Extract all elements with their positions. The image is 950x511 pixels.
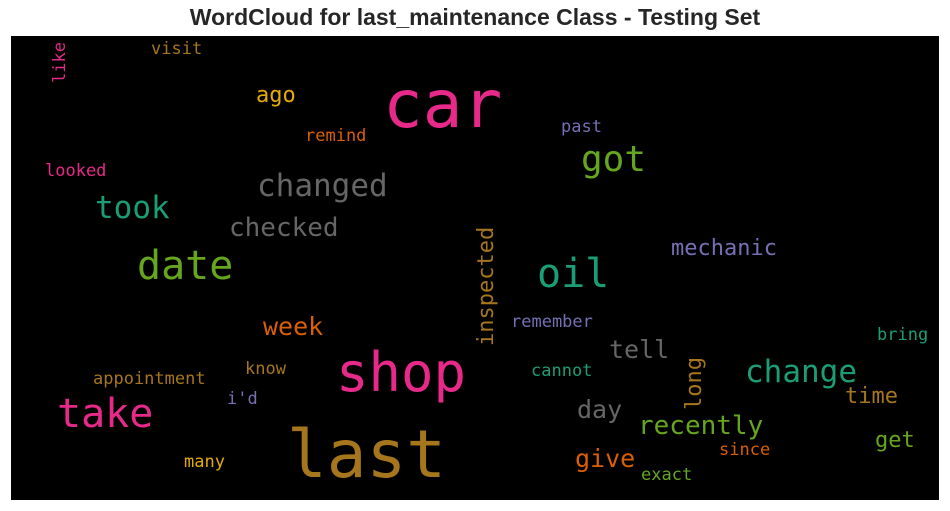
word-looked: looked [45, 161, 107, 181]
word-changed: changed [257, 168, 388, 204]
word-took: took [95, 190, 170, 226]
word-change: change [745, 354, 857, 390]
word-past: past [561, 117, 602, 137]
word-day: day [577, 395, 623, 424]
word-cannot: cannot [531, 361, 593, 381]
word-id: i'd [227, 389, 258, 409]
word-week: week [263, 312, 324, 341]
word-shop: shop [336, 341, 467, 404]
word-ago: ago [256, 83, 296, 108]
word-car: car [383, 66, 503, 143]
word-exact: exact [641, 465, 693, 485]
word-last: last [287, 416, 446, 493]
word-date: date [137, 243, 234, 289]
word-know: know [245, 359, 286, 379]
word-mechanic: mechanic [671, 236, 777, 261]
word-checked: checked [229, 213, 339, 243]
word-get: get [875, 428, 915, 453]
word-many: many [184, 452, 225, 472]
word-got: got [581, 139, 647, 180]
word-remind: remind [305, 126, 367, 146]
word-since: since [719, 440, 771, 460]
word-take: take [57, 391, 154, 437]
word-inspected: inspected [474, 226, 499, 346]
word-tell: tell [609, 335, 670, 364]
word-bring: bring [877, 325, 929, 345]
word-long: long [682, 357, 707, 410]
word-like: like [50, 42, 70, 83]
word-give: give [575, 444, 636, 473]
word-visit: visit [151, 39, 203, 59]
word-oil: oil [537, 251, 610, 297]
word-remember: remember [511, 312, 593, 332]
wordcloud-canvas: car last shop oil date take got changed took chan… [11, 36, 939, 500]
word-recently: recently [638, 411, 764, 441]
word-appointment: appointment [93, 369, 206, 389]
word-time: time [845, 384, 898, 409]
chart-title: WordCloud for last_maintenance Class - T… [189, 4, 761, 30]
